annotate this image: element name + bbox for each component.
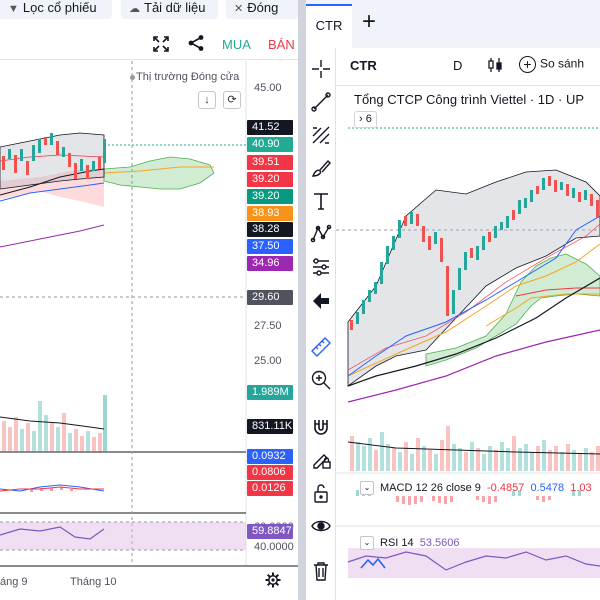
tab-ctr[interactable]: CTR bbox=[306, 4, 352, 48]
macd-histogram-value: 1.03 bbox=[570, 481, 592, 494]
filter-icon: ▼ bbox=[8, 3, 19, 15]
price-tag: 39.20 bbox=[247, 189, 293, 204]
right-price-chart[interactable] bbox=[336, 86, 600, 600]
close-label: Đóng bbox=[247, 0, 279, 15]
pane-expand-icon[interactable] bbox=[360, 556, 386, 570]
plus-circle-icon: + bbox=[519, 56, 536, 73]
macd-signal-value: 0.5478 bbox=[530, 481, 565, 494]
price-tag: 38.28 bbox=[247, 222, 293, 237]
left-chart-pane: ▼ Lọc cổ phiếu ☁ Tải dữ liệu ✕ Đóng MUA BÁN bbox=[0, 0, 300, 600]
top-action-bar: ▼ Lọc cổ phiếu ☁ Tải dữ liệu ✕ Đóng bbox=[0, 0, 300, 22]
price-tag: 41.52 bbox=[247, 120, 293, 135]
trend-line-icon[interactable] bbox=[310, 91, 332, 113]
rsi-value: 53.5606 bbox=[419, 536, 460, 549]
chart-header-toolbar: CTR D + So sánh bbox=[336, 48, 600, 86]
text-tool-icon[interactable] bbox=[310, 190, 332, 212]
magnet-icon[interactable] bbox=[310, 416, 332, 438]
close-icon: ✕ bbox=[234, 3, 244, 15]
price-tag: 39.20 bbox=[247, 172, 293, 187]
price-tag: 37.50 bbox=[247, 239, 293, 254]
left-price-chart[interactable] bbox=[0, 61, 300, 600]
download-data-label: Tải dữ liệu bbox=[144, 0, 206, 15]
rsi-name: RSI 14 bbox=[380, 536, 414, 549]
price-tag: 39.51 bbox=[247, 155, 293, 170]
left-chart-toolbar: MUA BÁN bbox=[0, 28, 300, 60]
download-data-button[interactable]: ☁ Tải dữ liệu bbox=[121, 0, 218, 19]
macd-signal-tag: 0.0806 bbox=[247, 465, 293, 480]
eye-icon[interactable] bbox=[310, 515, 332, 537]
compare-label: So sánh bbox=[540, 56, 585, 71]
rsi-axis-label: 40.0000 bbox=[254, 541, 294, 553]
macd-legend: ⌄ MACD 12 26 close 9 -0.4857 0.5478 1.03 bbox=[360, 481, 592, 495]
crosshair-price-tag: 29.60 bbox=[247, 290, 293, 305]
unlock-icon[interactable] bbox=[310, 482, 332, 504]
reset-icon: ⟳ bbox=[227, 94, 237, 106]
price-axis-label: 45.00 bbox=[254, 82, 282, 94]
drawing-toolbar bbox=[306, 48, 336, 600]
indicator-collapse-button[interactable]: › 6 bbox=[354, 111, 377, 128]
indicator-count: 6 bbox=[365, 113, 372, 125]
gear-icon[interactable] bbox=[265, 572, 281, 588]
chart-title: Tổng CTCP Công trình Viettel · 1D · UP bbox=[354, 92, 585, 107]
crosshair-icon[interactable] bbox=[310, 58, 332, 80]
macd-value: -0.4857 bbox=[487, 481, 525, 494]
volume-ma-tag: 831.11K bbox=[247, 419, 293, 434]
price-axis-label: 27.50 bbox=[254, 320, 282, 332]
time-axis-label: áng 9 bbox=[0, 576, 28, 588]
volume-tag: 1.989M bbox=[247, 385, 293, 400]
arrow-left-icon[interactable] bbox=[310, 290, 332, 312]
chart-tab-bar: CTR + bbox=[306, 0, 600, 48]
stock-filter-button[interactable]: ▼ Lọc cổ phiếu bbox=[0, 0, 112, 19]
left-candles bbox=[2, 133, 106, 179]
close-button[interactable]: ✕ Đóng bbox=[226, 0, 298, 19]
right-candles bbox=[350, 176, 599, 330]
market-status-dot bbox=[130, 75, 135, 80]
rsi-tag: 59.8847 bbox=[247, 524, 293, 539]
collapse-pane-icon[interactable]: ⌄ bbox=[360, 536, 374, 550]
forecast-tool-icon[interactable] bbox=[310, 256, 332, 278]
macd-name: MACD 12 26 close 9 bbox=[380, 481, 481, 494]
pane-divider[interactable] bbox=[298, 0, 306, 600]
lock-drawing-icon[interactable] bbox=[310, 449, 332, 471]
compare-button[interactable]: + So sánh bbox=[519, 56, 584, 73]
stock-filter-label: Lọc cổ phiếu bbox=[22, 0, 97, 15]
macd-tag: 0.0932 bbox=[247, 449, 293, 464]
time-axis-label: Tháng 10 bbox=[70, 576, 117, 588]
brush-icon[interactable] bbox=[310, 157, 332, 179]
price-axis-label: 25.00 bbox=[254, 355, 282, 367]
market-status-text: Thị trường Đóng cửa bbox=[136, 71, 240, 83]
scroll-down-button[interactable]: ↓ bbox=[198, 91, 216, 109]
macd-histogram-tag: 0.0126 bbox=[247, 481, 293, 496]
ruler-icon[interactable] bbox=[310, 336, 332, 358]
interval-button[interactable]: D bbox=[453, 58, 463, 73]
cloud-download-icon: ☁ bbox=[129, 3, 140, 15]
left-volume-bars bbox=[2, 395, 107, 452]
zoom-in-icon[interactable] bbox=[310, 369, 332, 391]
arrow-down-icon: ↓ bbox=[204, 94, 210, 106]
reset-chart-button[interactable]: ⟳ bbox=[223, 91, 241, 109]
pattern-tool-icon[interactable] bbox=[310, 223, 332, 245]
right-chart-pane: CTR + CTR D + So sánh bbox=[306, 0, 600, 600]
trash-icon[interactable] bbox=[310, 560, 332, 582]
add-tab-button[interactable]: + bbox=[362, 8, 377, 35]
rsi-legend: ⌄ RSI 14 53.5606 bbox=[360, 536, 460, 550]
candlestick-type-icon[interactable] bbox=[486, 56, 504, 74]
share-icon[interactable] bbox=[187, 34, 205, 52]
symbol-search-button[interactable]: CTR bbox=[350, 58, 377, 73]
fullscreen-icon[interactable] bbox=[152, 35, 170, 53]
fib-tool-icon[interactable] bbox=[310, 124, 332, 146]
buy-button[interactable]: MUA bbox=[222, 37, 251, 52]
chevron-right-icon: › bbox=[359, 113, 363, 125]
price-tag: 40.90 bbox=[247, 137, 293, 152]
collapse-pane-icon[interactable]: ⌄ bbox=[360, 481, 374, 495]
sell-button[interactable]: BÁN bbox=[268, 37, 295, 52]
price-tag: 38.93 bbox=[247, 206, 293, 221]
right-volume-bars bbox=[350, 426, 600, 471]
price-tag: 34.96 bbox=[247, 256, 293, 271]
